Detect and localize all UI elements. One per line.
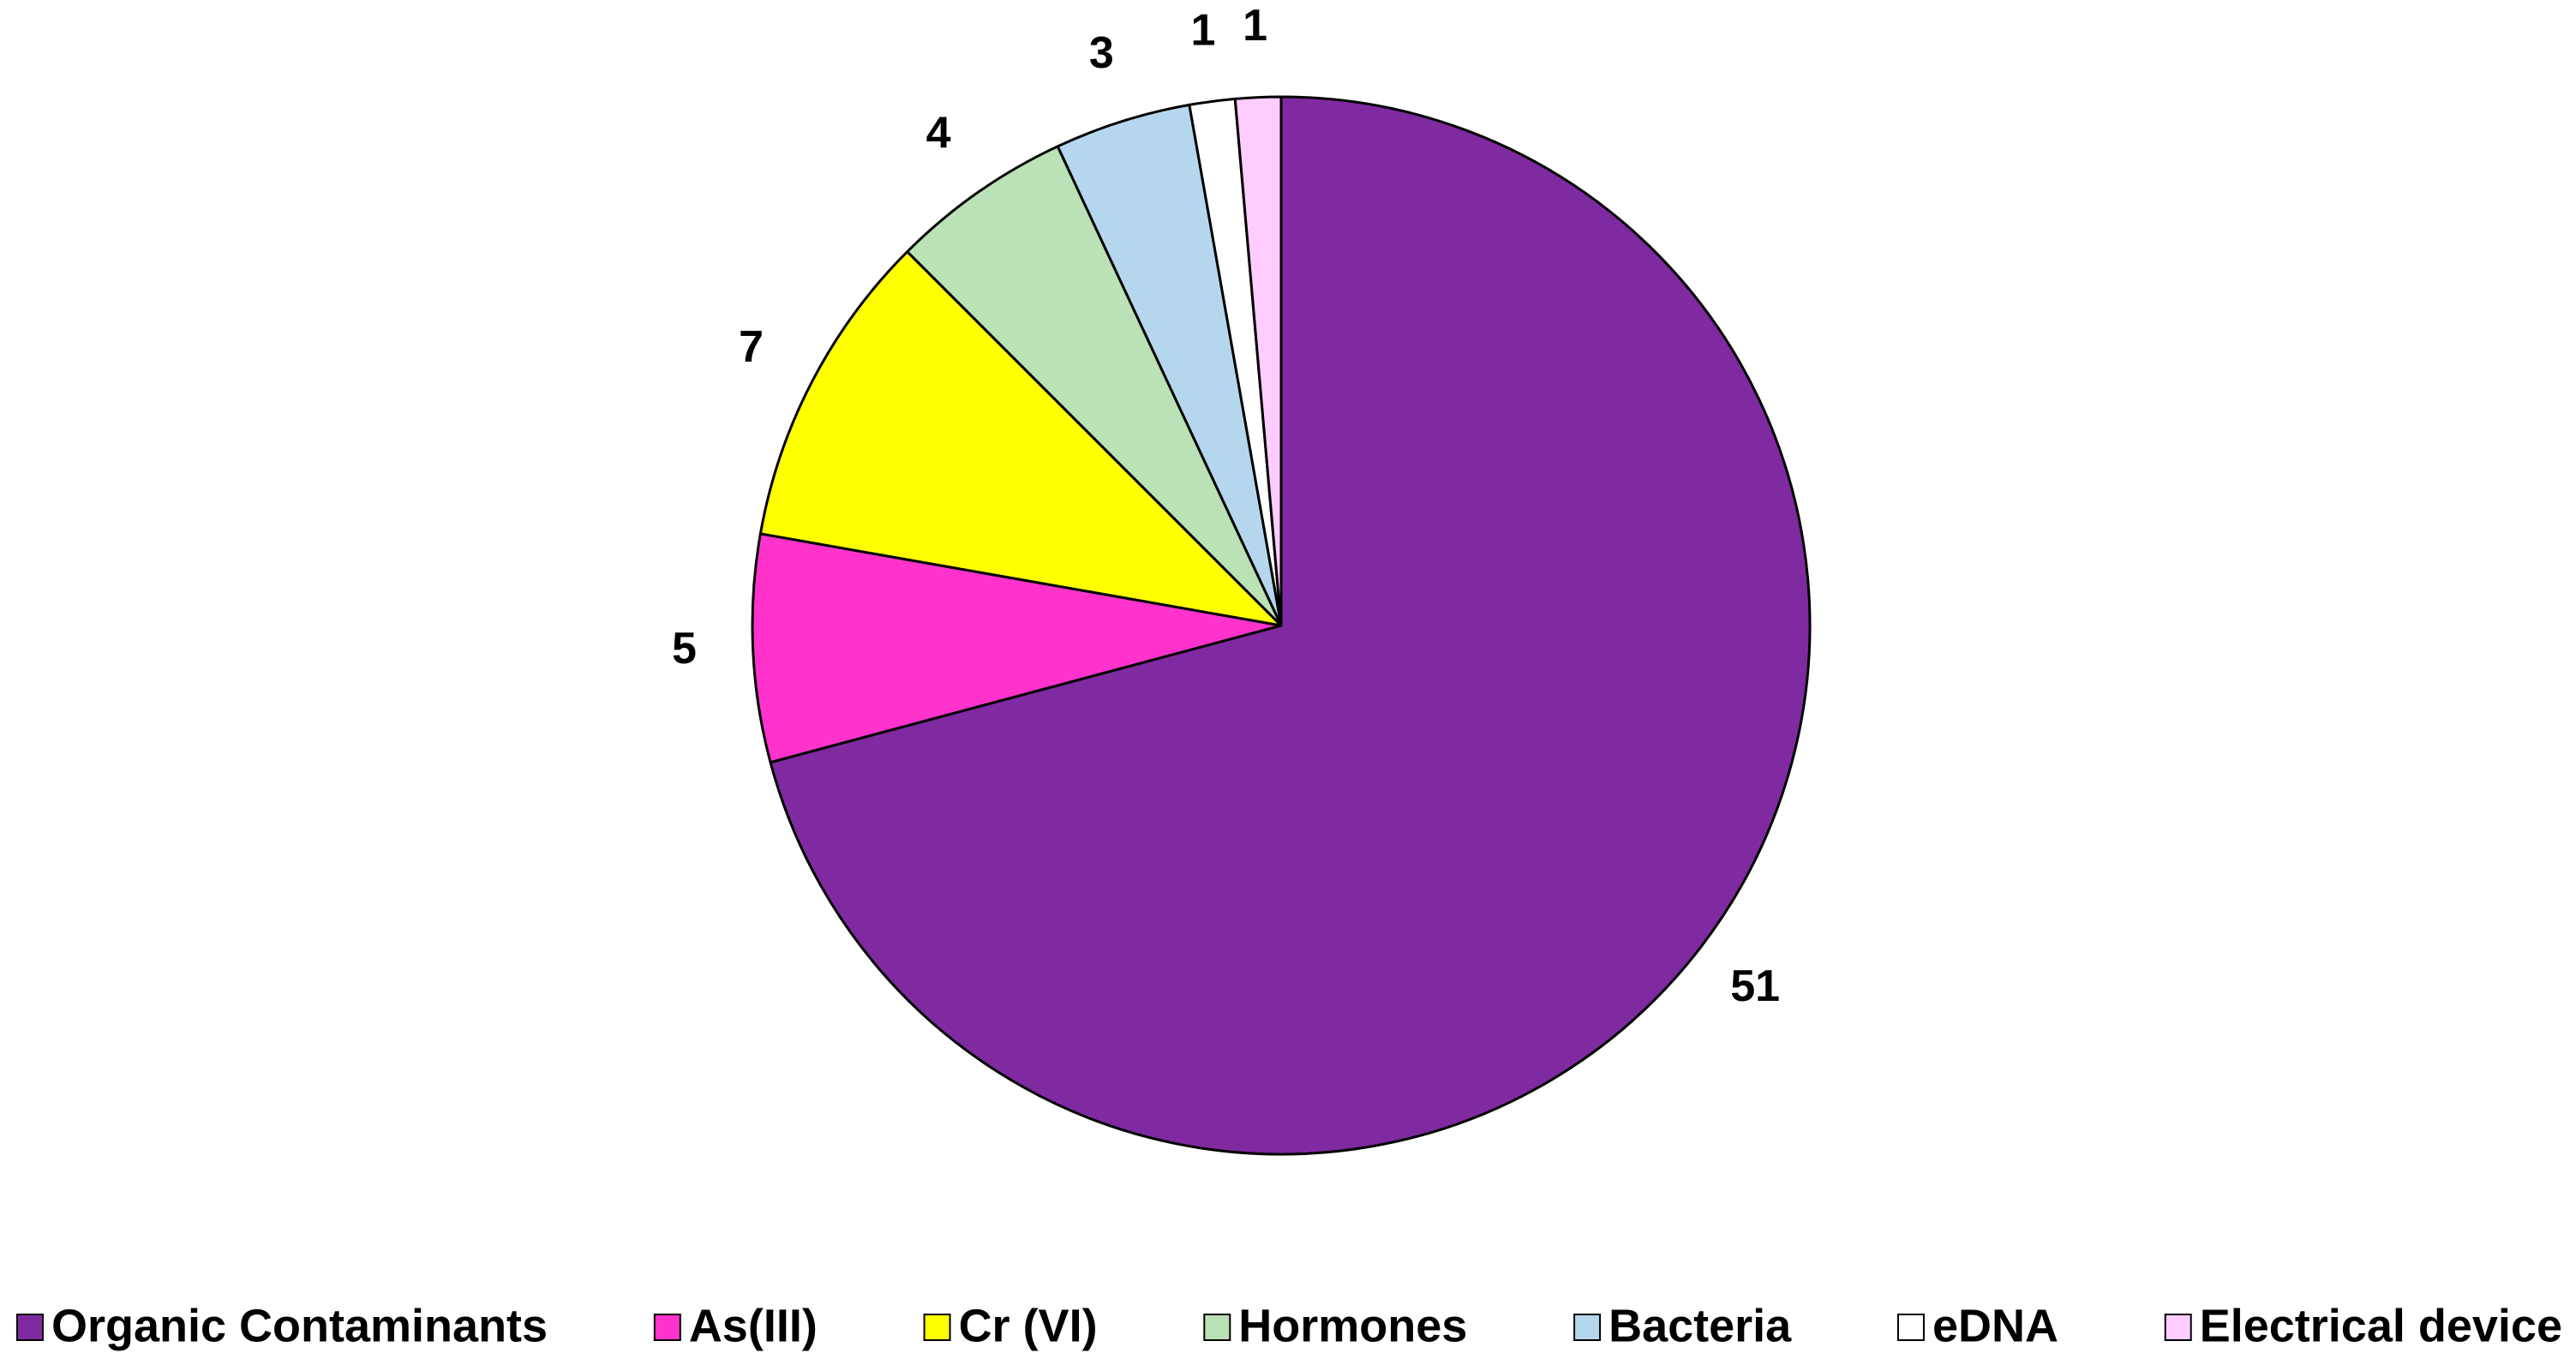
pie-slice — [758, 250, 1283, 627]
data-label: 7 — [739, 322, 764, 372]
legend-swatch — [16, 1314, 44, 1341]
data-label: 4 — [926, 109, 951, 159]
pie-slice — [751, 532, 1283, 764]
legend-item: As(III) — [653, 1300, 818, 1351]
legend-label: Electrical device — [2200, 1300, 2562, 1351]
legend-label: Hormones — [1238, 1300, 1467, 1351]
legend-swatch — [1896, 1314, 1925, 1341]
legend-swatch — [1573, 1314, 1602, 1341]
legend-item: Organic Contaminants — [16, 1300, 548, 1351]
legend-swatch — [2164, 1314, 2192, 1341]
legend-item: Hormones — [1203, 1300, 1467, 1351]
legend-label: Cr (VI) — [959, 1300, 1098, 1351]
legend-item: Electrical device — [2164, 1300, 2562, 1351]
data-label: 1 — [1243, 1, 1267, 51]
legend-swatch — [653, 1314, 681, 1341]
pie-slice — [906, 145, 1283, 627]
legend-item: eDNA — [1896, 1300, 2058, 1351]
legend-label: As(III) — [689, 1300, 818, 1351]
legend-item: Cr (VI) — [923, 1300, 1098, 1351]
data-label: 51 — [1730, 961, 1780, 1011]
data-label: 3 — [1089, 28, 1114, 78]
legend-item: Bacteria — [1573, 1300, 1792, 1351]
pie-slice — [1233, 95, 1283, 627]
legend-swatch — [923, 1314, 951, 1341]
data-label: 5 — [672, 624, 697, 674]
legend-label: Organic Contaminants — [51, 1300, 548, 1351]
legend-label: eDNA — [1932, 1300, 2058, 1351]
legend-label: Bacteria — [1609, 1300, 1792, 1351]
legend-swatch — [1203, 1314, 1231, 1341]
pie-slice — [769, 95, 1812, 1156]
data-label: 1 — [1191, 5, 1216, 55]
